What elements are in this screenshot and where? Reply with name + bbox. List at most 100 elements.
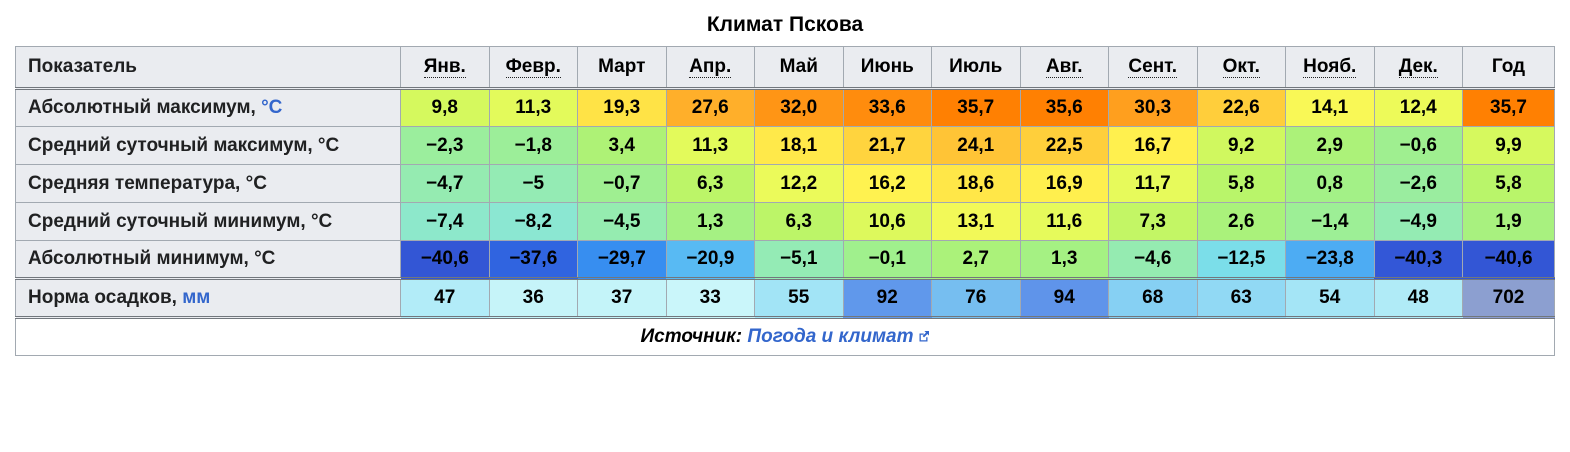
month-header: Апр. <box>665 46 755 89</box>
temp-cell: −8,2 <box>488 202 578 241</box>
month-header-label: Дек. <box>1398 56 1438 78</box>
source-row: Источник: Погода и климат <box>15 316 1555 356</box>
unit-link[interactable]: °C <box>261 97 283 118</box>
temp-cell: 2,6 <box>1196 202 1286 241</box>
temp-cell: −4,7 <box>400 164 490 203</box>
temp-cell: 18,1 <box>754 126 844 165</box>
temp-cell: 35,6 <box>1019 87 1109 127</box>
temp-cell: 9,8 <box>400 87 490 127</box>
source-link[interactable]: Погода и климат <box>747 326 914 347</box>
row-label-text: Средний суточный минимум, °C <box>28 210 333 232</box>
row-label: Средний суточный максимум, °C <box>15 126 401 165</box>
month-header-label: Сент. <box>1128 56 1178 78</box>
temp-cell: 24,1 <box>931 126 1021 165</box>
temp-cell: −5 <box>488 164 578 203</box>
temp-cell: −12,5 <box>1196 240 1286 279</box>
temp-cell: 22,5 <box>1019 126 1109 165</box>
temp-year-cell: −40,6 <box>1462 240 1555 279</box>
precip-cell: 54 <box>1285 277 1375 318</box>
month-header: Авг. <box>1019 46 1109 89</box>
temp-cell: 13,1 <box>931 202 1021 241</box>
temp-cell: −0,7 <box>577 164 667 203</box>
temp-cell: −2,6 <box>1373 164 1463 203</box>
temp-cell: 5,8 <box>1196 164 1286 203</box>
temp-cell: −7,4 <box>400 202 490 241</box>
temp-cell: 2,7 <box>931 240 1021 279</box>
precip-cell: 76 <box>931 277 1021 318</box>
row-label: Абсолютный минимум, °C <box>15 240 401 279</box>
temp-cell: 12,4 <box>1373 87 1463 127</box>
indicator-header: Показатель <box>15 46 401 89</box>
source-cell: Источник: Погода и климат <box>15 316 1555 356</box>
precip-cell: 33 <box>665 277 755 318</box>
month-header-label: Март <box>598 56 646 77</box>
row-label: Средний суточный минимум, °C <box>15 202 401 241</box>
row-label-text: Абсолютный минимум, °C <box>28 248 276 269</box>
table-row: Абсолютный максимум, °C 9,8 11,3 19,3 27,6 32… <box>15 87 1555 127</box>
row-label-text: Абсолютный максимум, <box>28 97 262 118</box>
temp-cell: −4,9 <box>1373 202 1463 241</box>
month-header: Нояб. <box>1285 46 1375 89</box>
temp-year-cell: 35,7 <box>1462 87 1555 127</box>
precip-cell: 63 <box>1196 277 1286 318</box>
month-header: Май <box>754 46 844 89</box>
month-header: Февр. <box>488 46 578 89</box>
temp-cell: 27,6 <box>665 87 755 127</box>
precip-cell: 36 <box>488 277 578 318</box>
precip-cell: 48 <box>1373 277 1463 318</box>
row-label-text: Средняя температура, °C <box>28 172 267 194</box>
temp-cell: 6,3 <box>754 202 844 241</box>
row-label-text: Норма осадков, <box>28 287 183 308</box>
temp-cell: 32,0 <box>754 87 844 127</box>
unit-link[interactable]: мм <box>182 287 211 308</box>
row-label: Средняя температура, °C <box>15 164 401 203</box>
row-label: Норма осадков, мм <box>15 277 401 318</box>
temp-cell: 11,6 <box>1019 202 1109 241</box>
table-row: Норма осадков, мм 47 36 37 33 55 92 76 94 68 63 54 4… <box>15 277 1555 318</box>
temp-cell: −40,6 <box>400 240 490 279</box>
temp-cell: 18,6 <box>931 164 1021 203</box>
precip-cell: 47 <box>400 277 490 318</box>
month-header-label: Окт. <box>1222 56 1260 78</box>
temp-cell: 35,7 <box>931 87 1021 127</box>
month-header: Окт. <box>1196 46 1286 89</box>
table-row: Средняя температура, °C −4,7 −5 −0,7 6,3 12,2… <box>15 164 1555 203</box>
temp-cell: −40,3 <box>1373 240 1463 279</box>
precip-year-cell: 702 <box>1462 277 1555 318</box>
temp-cell: −1,4 <box>1285 202 1375 241</box>
page-title: Климат Пскова <box>706 13 864 36</box>
temp-cell: −29,7 <box>577 240 667 279</box>
precip-cell: 37 <box>577 277 667 318</box>
temp-cell: 16,9 <box>1019 164 1109 203</box>
temp-year-cell: 5,8 <box>1462 164 1555 203</box>
year-header: Год <box>1462 46 1555 89</box>
temp-cell: 3,4 <box>577 126 667 165</box>
temp-cell: −4,6 <box>1108 240 1198 279</box>
table-row: Средний суточный минимум, °C −7,4 −8,2 −4,5… <box>15 202 1555 241</box>
temp-cell: −0,6 <box>1373 126 1463 165</box>
month-header: Дек. <box>1373 46 1463 89</box>
temp-cell: −1,8 <box>488 126 578 165</box>
row-label-text: Средний суточный максимум, °C <box>28 134 340 156</box>
temp-year-cell: 1,9 <box>1462 202 1555 241</box>
month-header-label: Февр. <box>505 56 561 78</box>
temp-cell: −4,5 <box>577 202 667 241</box>
month-header-label: Июль <box>949 56 1003 77</box>
temp-cell: 7,3 <box>1108 202 1198 241</box>
month-header-label: Июнь <box>860 56 914 77</box>
temp-cell: 11,7 <box>1108 164 1198 203</box>
temp-cell: 0,8 <box>1285 164 1375 203</box>
month-header: Июнь <box>842 46 932 89</box>
temp-cell: 33,6 <box>842 87 932 127</box>
precip-cell: 92 <box>842 277 932 318</box>
temp-cell: 10,6 <box>842 202 932 241</box>
temp-cell: −2,3 <box>400 126 490 165</box>
temp-cell: 1,3 <box>665 202 755 241</box>
temp-cell: 21,7 <box>842 126 932 165</box>
source-label: Источник: <box>640 326 748 347</box>
month-header: Июль <box>931 46 1021 89</box>
table-row: Абсолютный минимум, °C −40,6 −37,6 −29,7 −20… <box>15 240 1555 279</box>
month-header-label: Май <box>779 56 818 77</box>
precip-cell: 55 <box>754 277 844 318</box>
